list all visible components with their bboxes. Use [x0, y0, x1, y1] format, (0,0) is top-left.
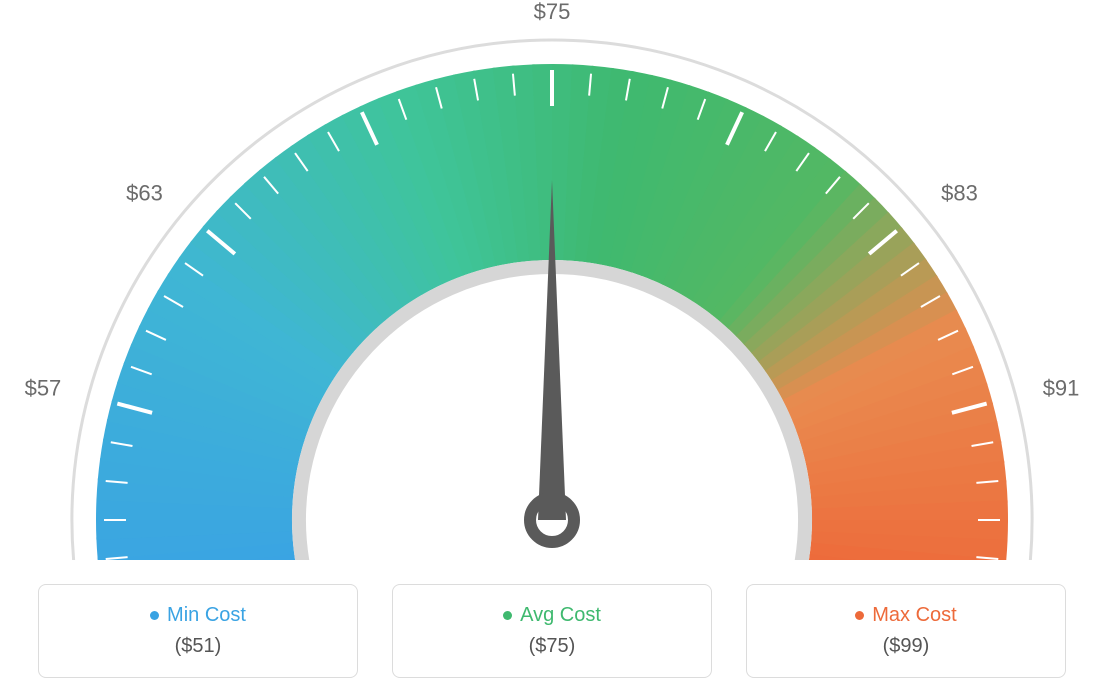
legend-title-min: Min Cost [150, 604, 246, 627]
cost-gauge: $51$57$63$75$83$91$99 [0, 0, 1104, 560]
legend-title-max: Max Cost [855, 604, 956, 627]
legend-row: Min Cost ($51) Avg Cost ($75) Max Cost (… [0, 584, 1104, 678]
legend-dot-avg [503, 611, 512, 620]
legend-label-max: Max Cost [872, 604, 956, 627]
legend-card-max: Max Cost ($99) [746, 584, 1066, 678]
legend-card-avg: Avg Cost ($75) [392, 584, 712, 678]
legend-value-min: ($51) [175, 635, 222, 658]
legend-value-avg: ($75) [529, 635, 576, 658]
legend-dot-min [150, 611, 159, 620]
svg-text:$63: $63 [126, 180, 163, 205]
legend-value-max: ($99) [883, 635, 930, 658]
legend-label-avg: Avg Cost [520, 604, 601, 627]
legend-dot-max [855, 611, 864, 620]
svg-text:$83: $83 [941, 180, 978, 205]
svg-text:$91: $91 [1043, 376, 1080, 401]
svg-text:$75: $75 [534, 0, 571, 24]
gauge-svg: $51$57$63$75$83$91$99 [0, 0, 1104, 560]
svg-text:$57: $57 [25, 376, 62, 401]
legend-label-min: Min Cost [167, 604, 246, 627]
legend-title-avg: Avg Cost [503, 604, 601, 627]
legend-card-min: Min Cost ($51) [38, 584, 358, 678]
